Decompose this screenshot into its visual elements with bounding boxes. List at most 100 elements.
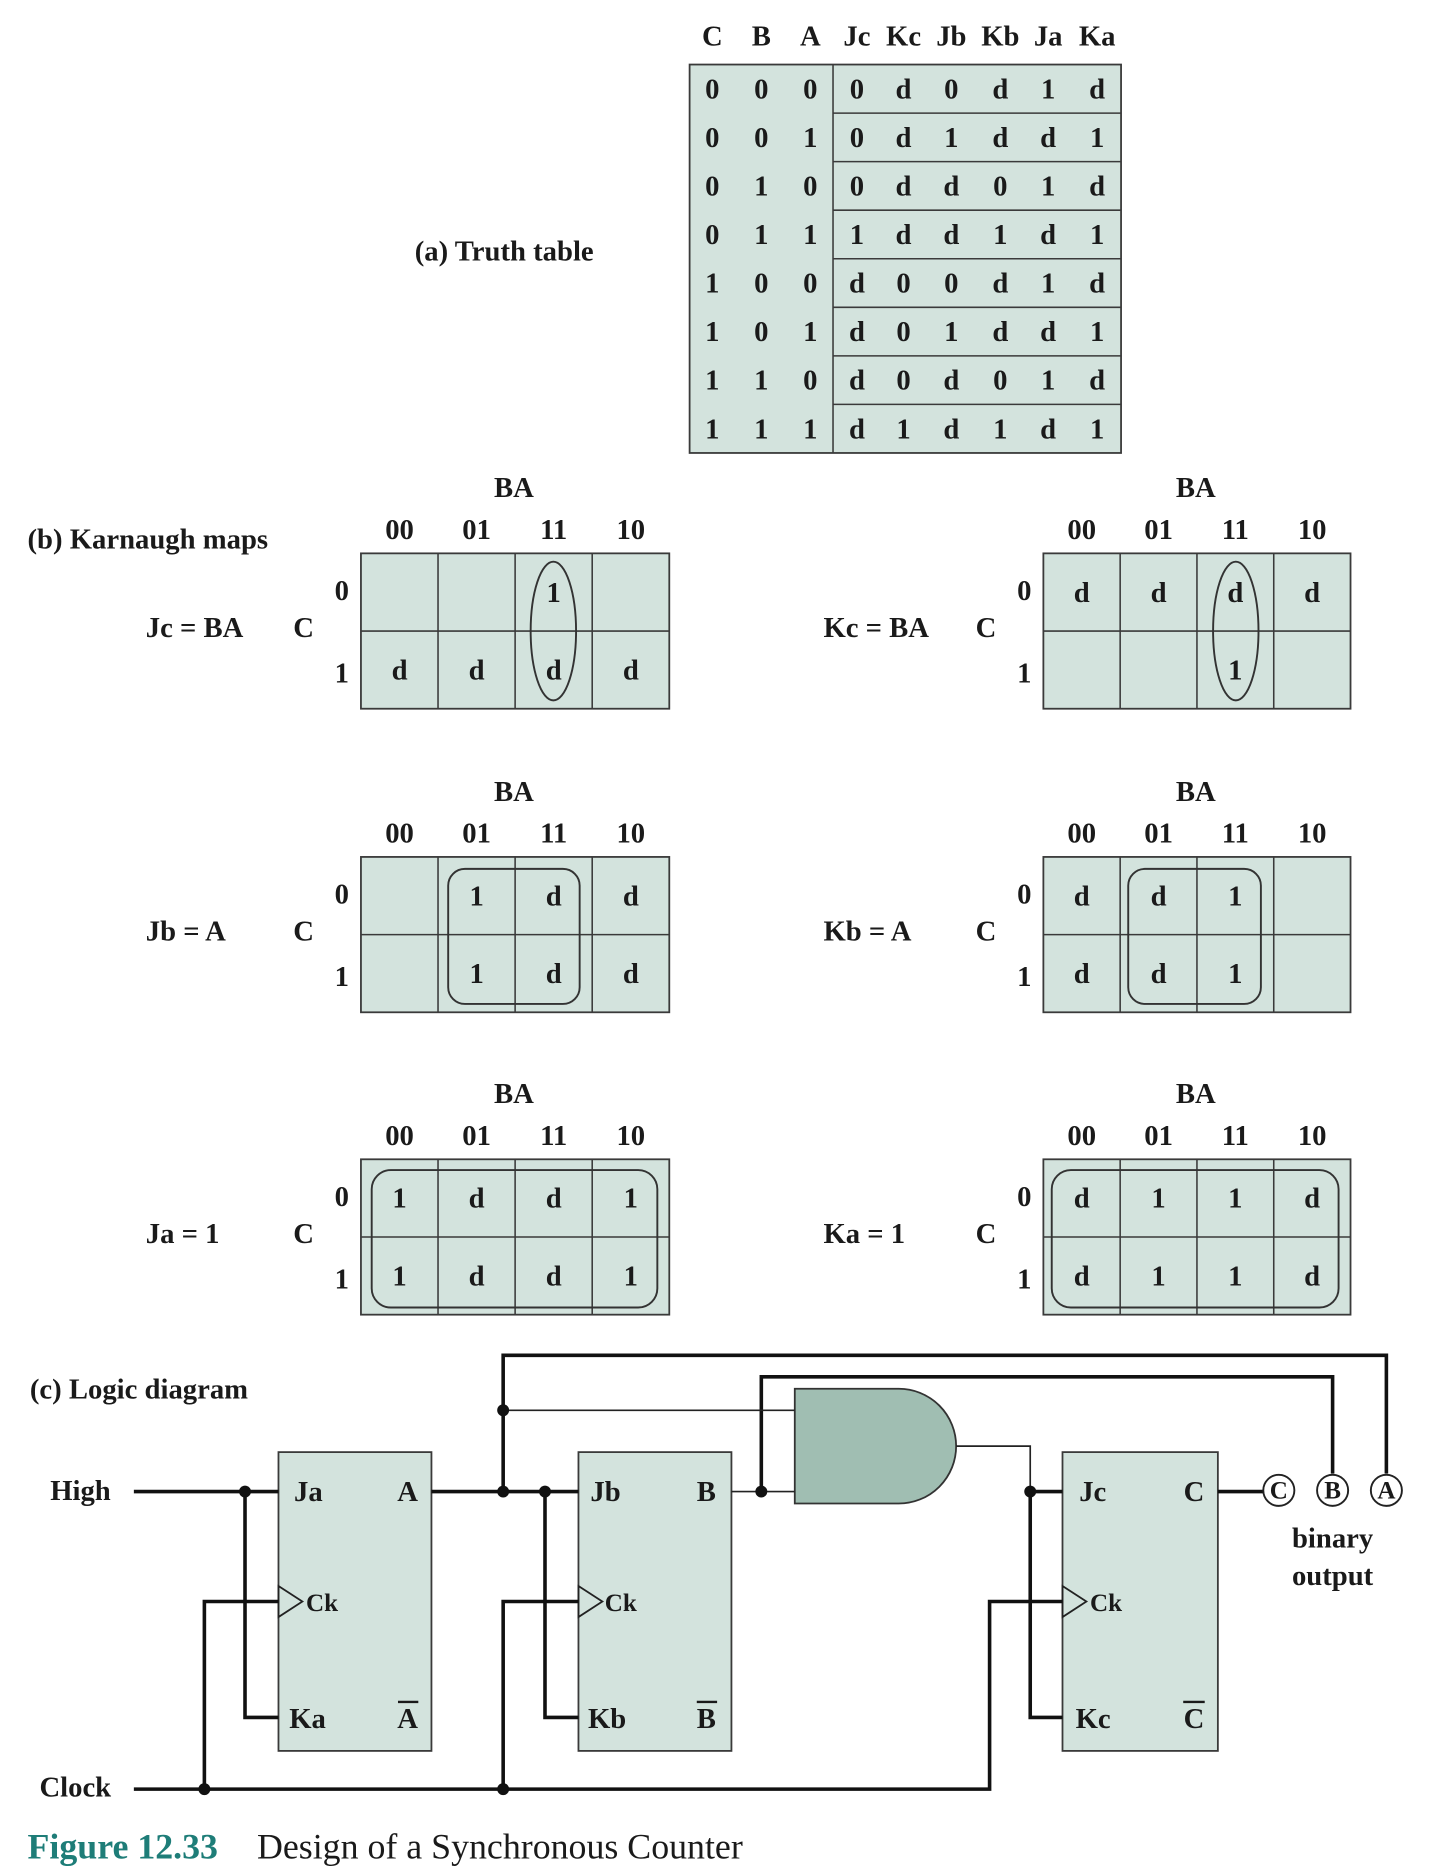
flip-flop-c: Jc C Ck Kc C [1061,1451,1219,1752]
kmap-column-label: 01 [1144,514,1173,546]
kmap-ka-cell: 1 [1151,1260,1165,1292]
kmap-kb-cell: d [1151,880,1167,912]
kmap-column-variable: BA [494,1078,534,1110]
kmap-ja-cell: 1 [624,1183,638,1215]
clock-wire [133,1599,1063,1791]
kmap-row-label: 1 [335,657,349,689]
kmap-kc-equation: Kc = BA [823,612,929,644]
truth-table-cell: d [1089,171,1105,203]
junction-dot [198,1783,211,1796]
truth-table-cell: 1 [1041,365,1055,397]
truth-table-cell: 1 [803,219,817,251]
kmap-column-label: 01 [1144,1120,1173,1152]
flip-flop-a-q-label: A [397,1476,418,1508]
kmap-jb-cell: d [623,880,639,912]
junction-dot [497,1485,510,1498]
kmap-ja-cell: 1 [392,1260,406,1292]
kmap-ja-cell: 1 [392,1183,406,1215]
kmap-column-variable: BA [1176,1078,1216,1110]
truth-table-cell: 0 [850,73,864,105]
flip-flop-a-q-bar-label: A [397,1703,418,1735]
truth-table-header-c: C [702,20,723,52]
kmap-jc-cell: d [623,654,639,686]
output-caption-line-2: output [1292,1560,1374,1592]
kmap-row-variable: C [976,916,997,948]
kmap-ja-cell: 1 [624,1260,638,1292]
truth-table-cell: d [849,413,865,445]
kmap-row-variable: C [976,612,997,644]
truth-table-cell: d [992,73,1008,105]
flip-flop-b-k-label: Kb [588,1703,626,1735]
truth-table-header-ja: Ja [1034,20,1063,52]
truth-table-cell: 1 [754,365,768,397]
truth-table-cell: 0 [705,171,719,203]
kmap-jb-cell: d [546,958,562,990]
kmap-row-label: 1 [1017,657,1031,689]
kmap-jc-cell: d [546,654,562,686]
truth-table-cell: 0 [944,268,958,300]
kmap-column-label: 10 [1298,818,1327,850]
truth-table-cell: 0 [803,268,817,300]
kmap-column-label: 10 [616,1120,645,1152]
kmap-row-label: 0 [1017,879,1031,911]
kmap-jb-cell: d [623,958,639,990]
truth-table-cell: 0 [754,268,768,300]
kmap-ka-cell: 1 [1151,1183,1165,1215]
kmap-column-label: 00 [385,1120,414,1152]
flip-flop-c-q-label: C [1184,1476,1205,1508]
flip-flop-b-j-label: Jb [590,1476,620,1508]
junction-dot [497,1404,510,1417]
kmap-column-label: 00 [385,818,414,850]
kmap-jc-cell: d [469,654,485,686]
truth-table-cell: 0 [896,365,910,397]
and-output-wire [956,1445,1032,1492]
kmap-row-label: 1 [1017,1263,1031,1295]
truth-table-cell: d [1040,413,1056,445]
truth-table-cell: 1 [850,219,864,251]
truth-table-cell: d [1040,316,1056,348]
kmap-ka-cell: d [1074,1260,1090,1292]
truth-table-label: (a) Truth table [415,236,594,268]
truth-table-cell: 1 [896,413,910,445]
truth-table-cell: d [896,122,912,154]
truth-table-cell: 1 [803,316,817,348]
kmap-ja-cell: d [469,1260,485,1292]
truth-table-cell: d [1040,122,1056,154]
and-gate-icon [793,1387,957,1505]
kmap-jb-cell: 1 [469,880,483,912]
kmap-row-label: 1 [335,961,349,993]
clock-to-a-wire [202,1599,279,1790]
truth-table-cell: 0 [754,122,768,154]
truth-table-cell: 1 [1090,219,1104,251]
figure-number: Figure 12.33 [27,1826,218,1866]
truth-table-cell: 1 [705,316,719,348]
junction-dot [497,1783,510,1796]
a-to-kb-wire [543,1491,579,1720]
output-terminal-a-label: A [1377,1478,1395,1505]
output-terminal-b [1316,1473,1350,1507]
kmap-column-label: 00 [1067,1120,1096,1152]
kmap-kb-cell: 1 [1228,880,1242,912]
truth-table-cell: 0 [993,171,1007,203]
truth-table-cell: 0 [754,316,768,348]
truth-table-cells: C B A Jc Kc Jb Kb Ja Ka0 0 0 0 d 0 d 1 d0 0 1 0 d 1 d d 10 1 0 0 d d 0… [702,20,1122,445]
truth-table-cell: 0 [803,171,817,203]
kmap-kc-cell: d [1227,577,1243,609]
truth-table-cell: 1 [1090,413,1104,445]
flip-flop-b-q-label: B [697,1476,716,1508]
kmap-ka-cell: 1 [1228,1260,1242,1292]
flip-flop-c-k-label: Kc [1076,1703,1111,1735]
kmap-jc-cell: d [392,654,408,686]
truth-table-cell: d [1089,365,1105,397]
truth-table-cell: 1 [1041,171,1055,203]
output-terminal-c [1262,1473,1296,1507]
truth-table-cell: d [849,268,865,300]
flip-flop-c-clock-label: Ck [1090,1590,1122,1617]
kmap-ka-cell: d [1304,1260,1320,1292]
